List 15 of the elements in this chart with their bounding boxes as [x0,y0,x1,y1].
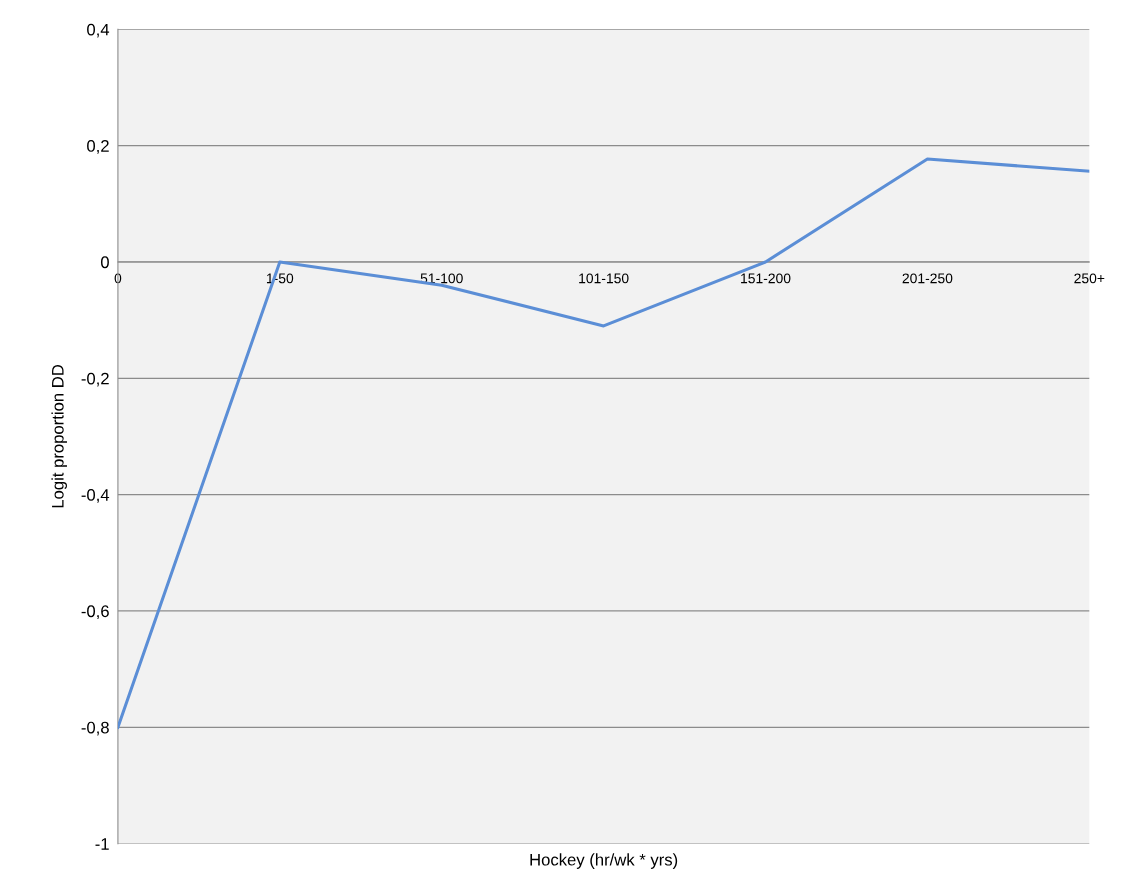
y-tick-label: -0,6 [81,605,109,620]
x-tick-label: 0 [114,273,122,284]
y-tick-label: 0,2 [87,140,109,154]
y-tick-label: -0,2 [81,372,109,387]
x-tick-label: 151-200 [741,273,791,284]
y-tick-label: -0,8 [81,721,109,736]
y-axis-title: Logit proportion DD [51,364,67,508]
x-tick-label: 101-150 [579,273,629,284]
y-tick-label: 0,4 [87,23,110,38]
y-tick-label: -1 [95,838,109,850]
y-tick-label: 0 [100,256,109,269]
x-tick-label: 250+ [1074,273,1105,284]
x-tick-label: 201-250 [902,273,953,284]
x-axis-title: Hockey (hr/wk * yrs) [530,853,678,869]
y-tick-label: -0,4 [81,489,110,503]
